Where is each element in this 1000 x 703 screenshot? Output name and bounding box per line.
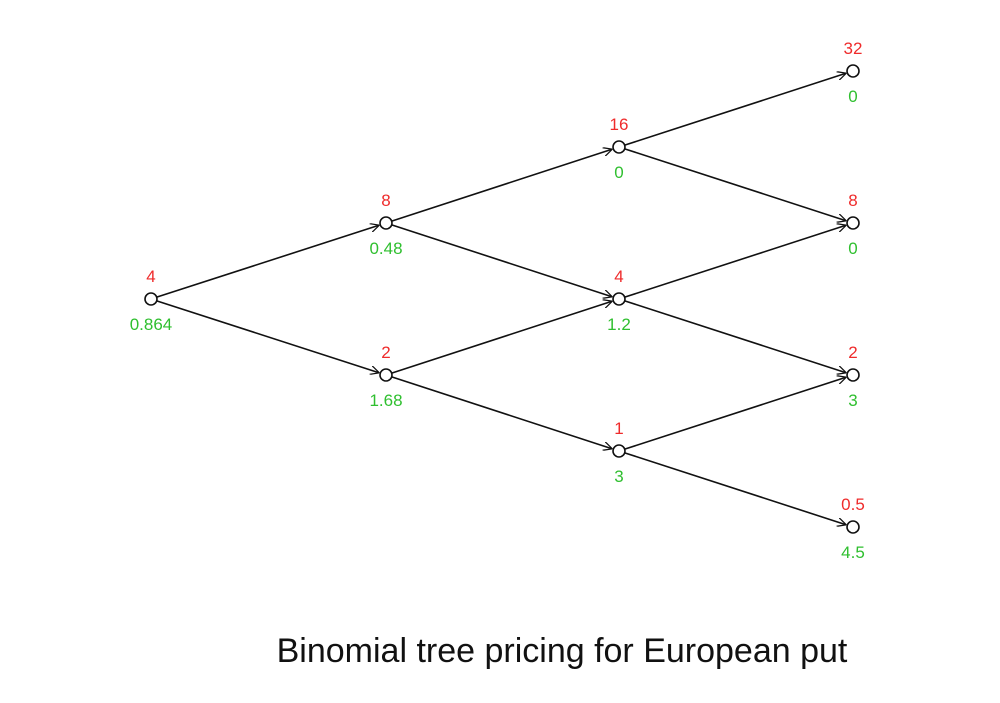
node-price-label: 32 bbox=[844, 39, 863, 58]
tree-node-n3d: 0.5 4.5 bbox=[841, 495, 865, 562]
tree-node-n3a: 32 0 bbox=[844, 39, 863, 106]
node-circle bbox=[846, 520, 860, 534]
node-value-label: 0 bbox=[614, 163, 623, 182]
node-value-label: 3 bbox=[848, 391, 857, 410]
tree-node-n2ud: 41.2 bbox=[607, 267, 631, 334]
edge-n2uu-n3a bbox=[624, 73, 847, 146]
node-price-label: 0.5 bbox=[841, 495, 865, 514]
tree-node-n3c: 23 bbox=[846, 343, 860, 410]
node-price-label: 4 bbox=[146, 267, 155, 286]
node-circle bbox=[612, 444, 626, 458]
node-value-label: 0.48 bbox=[369, 239, 402, 258]
tree-edges bbox=[156, 73, 847, 525]
node-price-label: 2 bbox=[848, 343, 857, 362]
node-circle bbox=[846, 216, 860, 230]
edge-n2dd-n3c bbox=[624, 377, 847, 450]
edge-n1u-n2uu bbox=[391, 149, 613, 222]
node-circle bbox=[379, 368, 393, 382]
node-price-label: 4 bbox=[614, 267, 623, 286]
edge-n2uu-n3b bbox=[624, 148, 847, 221]
edge-n2ud-n3c bbox=[624, 300, 847, 373]
node-price-label: 8 bbox=[381, 191, 390, 210]
node-price-label: 1 bbox=[614, 419, 623, 438]
node-circle bbox=[846, 64, 860, 78]
node-value-label: 1.2 bbox=[607, 315, 631, 334]
node-value-label: 0 bbox=[848, 87, 857, 106]
tree-node-n0: 4 0.864 bbox=[130, 267, 173, 334]
node-price-label: 2 bbox=[381, 343, 390, 362]
edge-n0-n1d bbox=[156, 300, 380, 373]
node-circle bbox=[846, 368, 860, 382]
node-value-label: 0 bbox=[848, 239, 857, 258]
node-value-label: 3 bbox=[614, 467, 623, 486]
tree-node-n2dd: 13 bbox=[612, 419, 626, 486]
node-circle bbox=[144, 292, 158, 306]
diagram-caption: Binomial tree pricing for European put bbox=[277, 632, 848, 670]
node-circle bbox=[379, 216, 393, 230]
node-price-label: 8 bbox=[848, 191, 857, 210]
edge-n1d-n2dd bbox=[391, 376, 613, 449]
node-price-label: 16 bbox=[610, 115, 629, 134]
tree-node-n2uu: 16 0 bbox=[610, 115, 629, 182]
edge-n2dd-n3d bbox=[624, 452, 847, 525]
node-value-label: 0.864 bbox=[130, 315, 173, 334]
edge-n2ud-n3b bbox=[624, 225, 847, 298]
node-circle bbox=[612, 292, 626, 306]
tree-node-n1d: 21.68 bbox=[369, 343, 402, 410]
node-value-label: 4.5 bbox=[841, 543, 865, 562]
edge-n1d-n2ud bbox=[391, 301, 613, 374]
edge-n0-n1u bbox=[156, 225, 380, 298]
node-value-label: 1.68 bbox=[369, 391, 402, 410]
edge-n1u-n2ud bbox=[391, 224, 613, 297]
tree-node-n3b: 80 bbox=[846, 191, 860, 258]
node-circle bbox=[612, 140, 626, 154]
tree-node-n1u: 80.48 bbox=[369, 191, 402, 258]
